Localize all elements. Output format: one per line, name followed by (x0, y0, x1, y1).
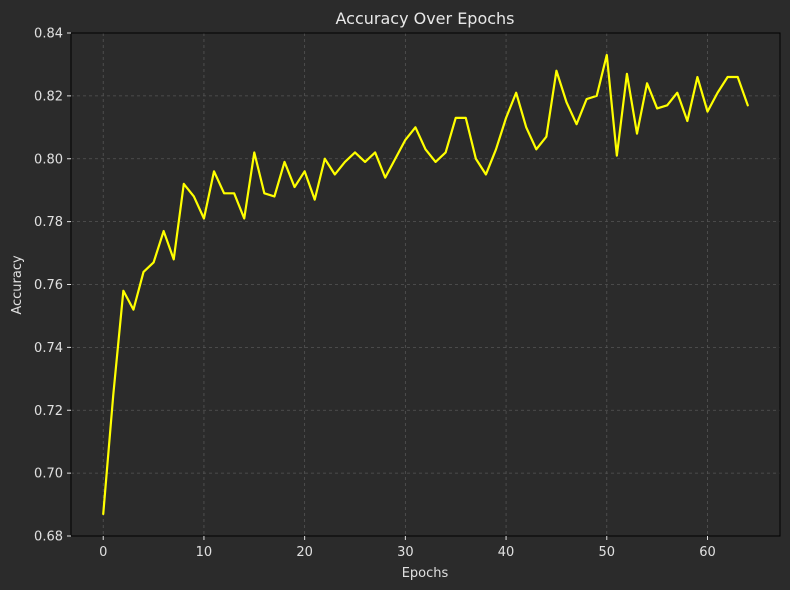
y-tick-label: 0.74 (34, 341, 63, 356)
x-tick-label: 50 (599, 545, 616, 560)
x-tick-label: 20 (296, 545, 313, 560)
y-tick-label: 0.82 (34, 89, 63, 104)
chart-title: Accuracy Over Epochs (335, 9, 514, 28)
y-axis-label: Accuracy (10, 255, 25, 315)
x-tick-label: 30 (397, 545, 414, 560)
y-tick-label: 0.84 (34, 27, 63, 42)
y-tick-label: 0.72 (34, 404, 63, 419)
y-tick-label: 0.80 (34, 152, 63, 167)
y-tick-label: 0.70 (34, 467, 63, 482)
y-tick-label: 0.68 (34, 530, 63, 545)
x-axis-label: Epochs (402, 566, 449, 581)
x-tick-label: 60 (699, 545, 716, 560)
x-tick-label: 0 (99, 545, 107, 560)
accuracy-series-line (102, 53, 749, 516)
x-tick-label: 40 (498, 545, 515, 560)
y-tick-label: 0.76 (34, 278, 63, 293)
y-tick-label: 0.78 (34, 215, 63, 230)
x-tick-label: 10 (196, 545, 213, 560)
